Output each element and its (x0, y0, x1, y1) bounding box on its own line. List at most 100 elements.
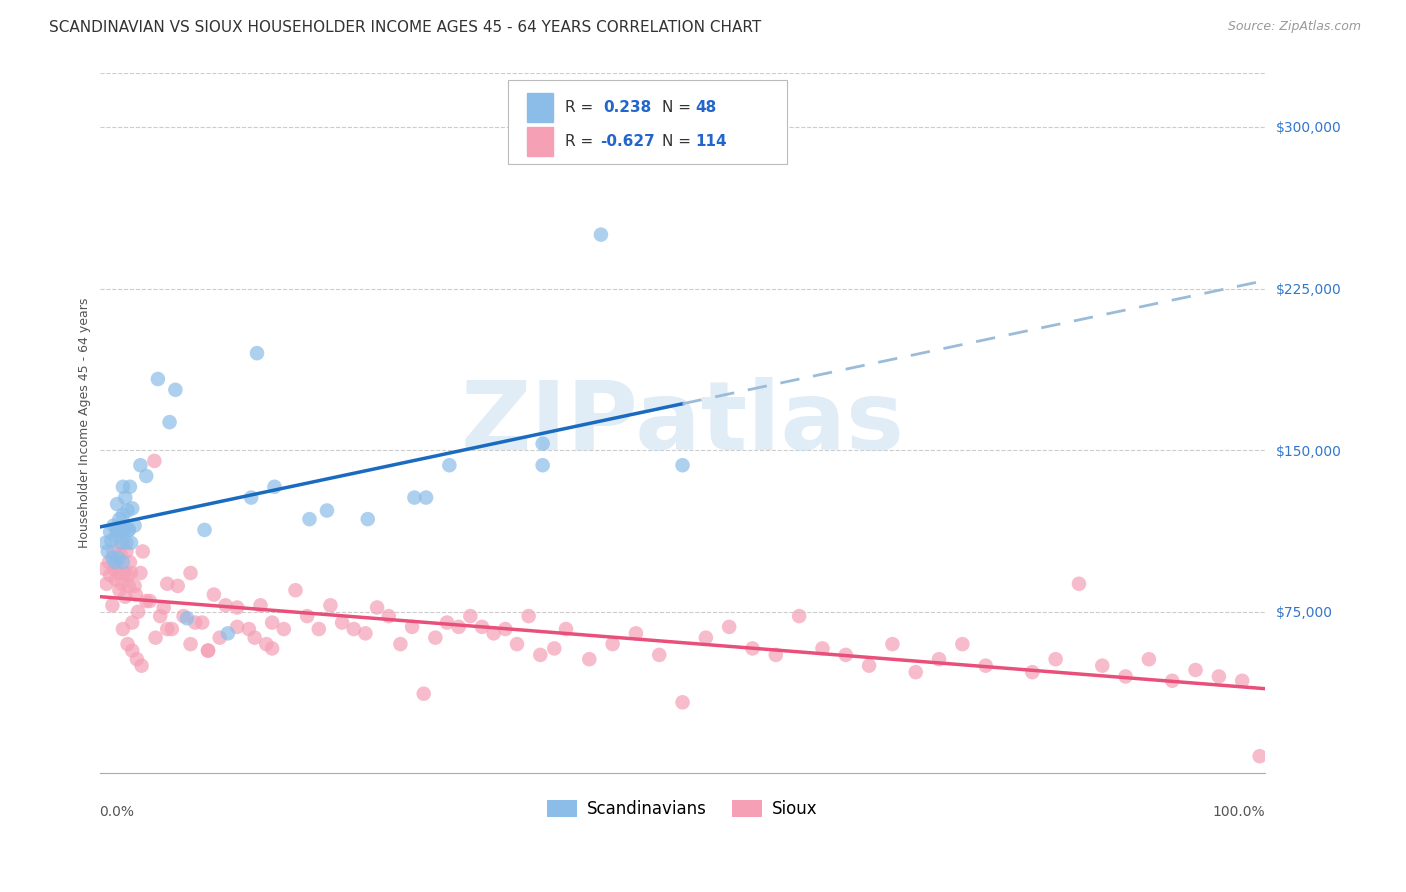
Point (354, 626, 377, 640)
Point (529, 648, 551, 662)
Point (389, 637, 412, 651)
Point (105, 497, 128, 511)
Point (152, 600, 174, 615)
Point (904, 665, 927, 680)
Point (1184, 663, 1206, 677)
Point (412, 687, 434, 701)
Point (1067, 576, 1090, 591)
Point (835, 648, 858, 662)
Text: 100.0%: 100.0% (1213, 805, 1265, 819)
Point (108, 512, 131, 526)
Point (214, 599, 236, 613)
Point (1137, 652, 1160, 666)
Point (197, 643, 219, 657)
Point (243, 631, 266, 645)
Point (125, 588, 148, 602)
Point (226, 600, 249, 615)
Point (1161, 673, 1184, 688)
Point (401, 620, 423, 634)
Text: N =: N = (662, 100, 690, 115)
Point (115, 536, 138, 550)
Point (176, 611, 198, 625)
Point (121, 501, 143, 516)
Point (1230, 673, 1253, 688)
Point (115, 544, 138, 558)
Point (357, 512, 380, 526)
Point (208, 631, 231, 645)
Point (543, 641, 565, 656)
Point (108, 583, 131, 598)
Point (111, 576, 134, 591)
Point (110, 536, 132, 550)
Point (124, 518, 146, 533)
Point (111, 536, 134, 550)
Legend: Scandinavians, Sioux: Scandinavians, Sioux (541, 793, 824, 824)
Point (197, 643, 219, 657)
Point (928, 652, 950, 666)
Point (111, 622, 134, 636)
Text: N =: N = (662, 134, 690, 149)
Point (184, 615, 207, 630)
Point (117, 568, 139, 582)
Point (104, 555, 127, 569)
Point (263, 480, 285, 494)
Point (156, 622, 179, 636)
Point (127, 605, 149, 619)
Point (377, 609, 399, 624)
Point (117, 637, 139, 651)
Point (506, 637, 529, 651)
Point (343, 622, 366, 636)
Point (118, 579, 141, 593)
Text: R =: R = (565, 100, 593, 115)
Text: -0.627: -0.627 (600, 134, 655, 149)
Point (118, 523, 141, 537)
Point (439, 458, 461, 473)
Point (193, 523, 215, 537)
Point (129, 458, 152, 473)
Point (98, 524, 121, 539)
Point (120, 536, 142, 550)
Bar (527, 127, 553, 156)
Point (103, 518, 125, 533)
Point (1091, 658, 1114, 673)
Point (648, 648, 671, 662)
Point (105, 523, 128, 537)
Point (124, 579, 146, 593)
Point (114, 590, 136, 604)
Point (531, 458, 554, 473)
Point (624, 626, 647, 640)
Point (436, 615, 458, 630)
Point (330, 615, 353, 630)
Point (111, 508, 134, 522)
Point (143, 454, 166, 468)
Point (308, 622, 330, 636)
Text: 48: 48 (696, 100, 717, 115)
Point (103, 544, 125, 558)
Point (882, 637, 904, 651)
Point (166, 579, 188, 593)
Point (950, 637, 973, 651)
Point (316, 503, 339, 517)
Point (121, 615, 143, 630)
Point (425, 631, 447, 645)
Text: SCANDINAVIAN VS SIOUX HOUSEHOLDER INCOME AGES 45 - 64 YEARS CORRELATION CHART: SCANDINAVIAN VS SIOUX HOUSEHOLDER INCOME… (49, 20, 762, 35)
Point (145, 631, 167, 645)
Point (132, 544, 155, 558)
Y-axis label: Householder Income Ages 45 - 64 years: Householder Income Ages 45 - 64 years (79, 298, 91, 549)
Point (1115, 669, 1137, 683)
Point (180, 566, 202, 580)
Point (104, 562, 127, 576)
Point (97, 555, 120, 569)
Point (671, 458, 693, 473)
Point (138, 594, 160, 608)
Point (135, 594, 157, 608)
Point (118, 480, 141, 494)
Point (695, 631, 717, 645)
Text: 114: 114 (696, 134, 727, 149)
Point (246, 346, 269, 360)
Point (273, 622, 295, 636)
Point (811, 641, 834, 656)
Text: R =: R = (565, 134, 593, 149)
Point (238, 622, 260, 636)
Point (146, 372, 169, 386)
